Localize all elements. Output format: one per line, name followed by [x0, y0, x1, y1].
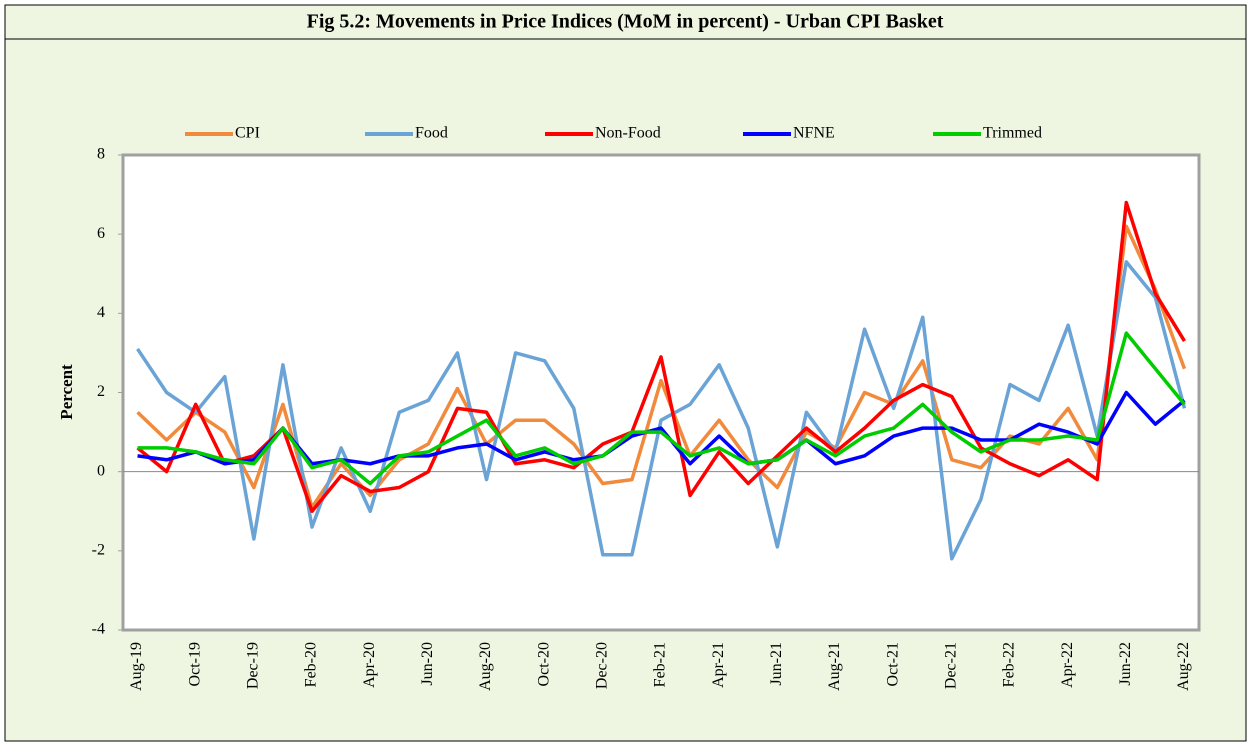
legend-label: NFNE — [793, 125, 835, 142]
legend-label: Non-Food — [595, 125, 661, 142]
series-line — [136, 200, 1186, 513]
y-tick-label: 0 — [97, 462, 105, 479]
x-tick-label: Oct-19 — [186, 642, 203, 686]
x-tick-label: Dec-20 — [594, 642, 611, 689]
x-tick-label: Feb-21 — [652, 642, 669, 687]
x-tick-label: Oct-20 — [535, 642, 552, 686]
plot-area — [121, 153, 1201, 632]
chart-title: Fig 5.2: Movements in Price Indices (MoM… — [307, 11, 944, 33]
x-tick-label: Jun-21 — [768, 642, 785, 686]
y-tick-label: 6 — [97, 225, 105, 242]
series-line — [136, 260, 1187, 561]
x-tick-label: Aug-21 — [826, 642, 843, 691]
x-tick-label: Aug-22 — [1175, 642, 1192, 691]
title-band — [4, 4, 1247, 40]
legend-label: Food — [415, 125, 448, 142]
x-tick-label: Feb-20 — [303, 642, 320, 687]
y-tick-label: 4 — [97, 304, 105, 321]
x-tick-label: Apr-22 — [1059, 642, 1076, 688]
x-tick-label: Dec-21 — [942, 642, 959, 689]
legend-label: Trimmed — [983, 125, 1042, 142]
y-tick-label: 8 — [97, 146, 105, 163]
x-tick-label: Dec-19 — [245, 642, 262, 689]
y-tick-label: -2 — [92, 542, 105, 559]
y-axis-label: Percent — [57, 364, 76, 420]
x-tick-label: Apr-21 — [710, 642, 727, 688]
x-tick-label: Jun-20 — [419, 642, 436, 686]
y-tick-label: -4 — [92, 621, 105, 638]
legend-label: CPI — [235, 125, 260, 142]
y-tick-label: 2 — [97, 383, 105, 400]
x-tick-label: Feb-22 — [1001, 642, 1018, 687]
x-tick-label: Oct-21 — [884, 642, 901, 686]
x-tick-label: Aug-19 — [128, 642, 145, 691]
series-line — [137, 331, 1186, 486]
x-tick-label: Apr-20 — [361, 642, 378, 688]
x-tick-label: Aug-20 — [477, 642, 494, 691]
x-tick-label: Jun-22 — [1117, 642, 1134, 686]
